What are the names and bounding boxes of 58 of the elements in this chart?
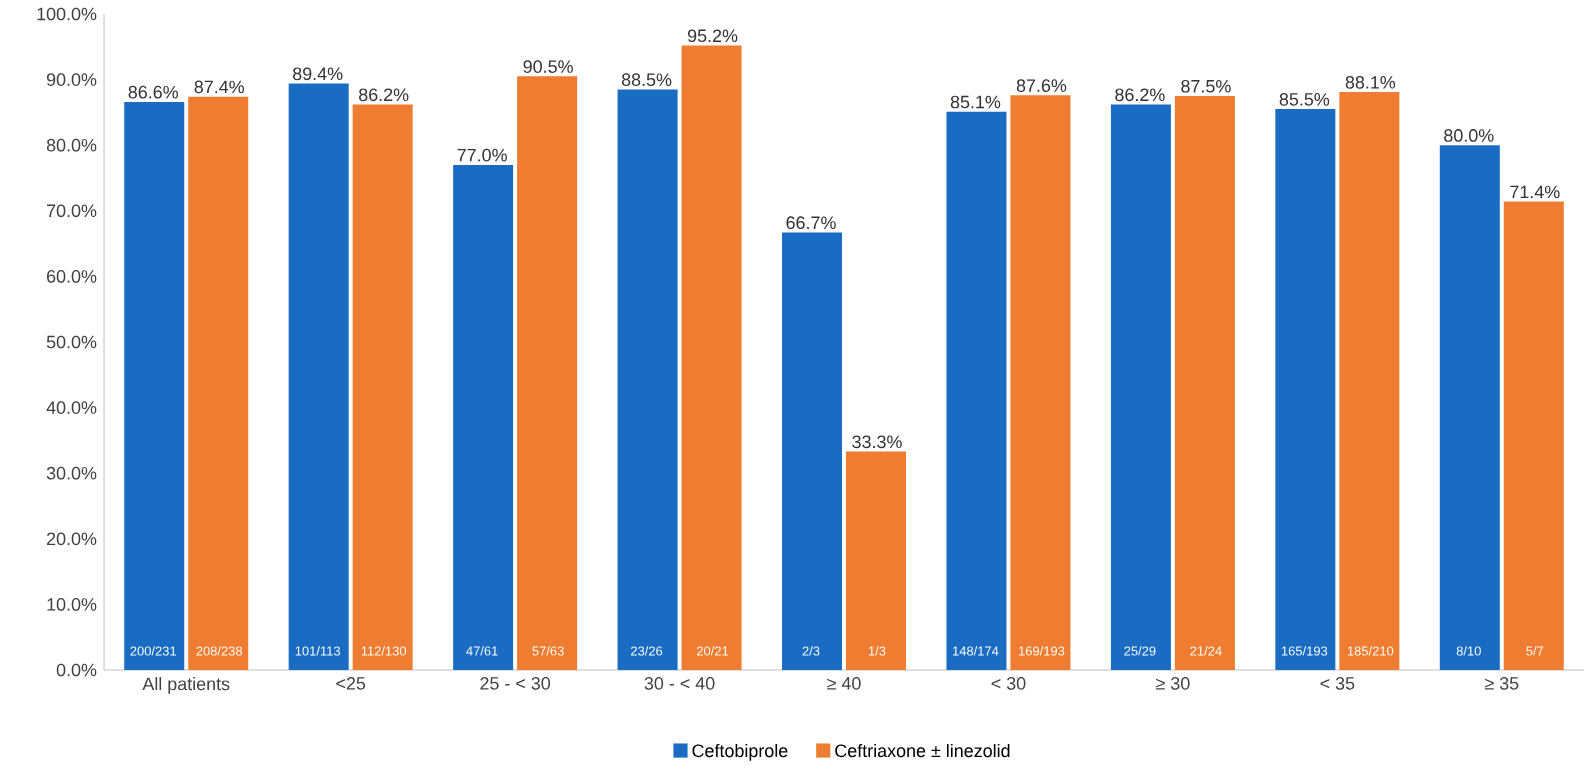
bar [1010, 95, 1071, 670]
x-tick-label: ≥ 40 [827, 677, 861, 690]
data-label: 86.6% [128, 85, 179, 99]
data-label: 95.2% [687, 29, 738, 43]
y-tick-label: 40.0% [46, 401, 97, 414]
data-label: 33.3% [852, 435, 902, 449]
data-label: 88.1% [1345, 75, 1396, 89]
data-label: 80.0% [1444, 129, 1494, 142]
x-tick-label: All patients [142, 677, 230, 694]
data-label: 87.4% [194, 80, 245, 94]
y-tick-label: 20.0% [47, 532, 97, 546]
x-tick-label: 30 - < 40 [644, 677, 715, 690]
data-label: 71.4% [1510, 185, 1560, 199]
y-tick-label: 60.0% [47, 270, 97, 283]
bar [846, 451, 906, 670]
data-label: 87.5% [1181, 79, 1231, 93]
bar [1339, 92, 1400, 670]
bar [453, 164, 514, 670]
y-tick-label: 10.0% [47, 598, 97, 611]
x-tick-label: < 30 [991, 677, 1026, 690]
y-tick-label: 70.0% [47, 204, 97, 218]
x-tick-label: ≥ 30 [1156, 677, 1190, 690]
y-tick-label: 30.0% [46, 466, 97, 480]
y-tick-label: 50.0% [46, 335, 97, 349]
bar [1174, 95, 1235, 670]
data-label: 85.5% [1279, 93, 1330, 106]
bar [782, 232, 843, 670]
data-label: 90.5% [523, 60, 573, 73]
bar [946, 111, 1007, 670]
data-label: 85.1% [950, 95, 1001, 109]
bar [288, 83, 349, 670]
bar [1503, 201, 1564, 670]
y-tick-label: 0.0% [56, 663, 97, 677]
y-tick-label: 90.0% [46, 73, 97, 86]
data-label: 88.5% [621, 73, 672, 87]
x-tick-label: 25 - < 30 [480, 677, 551, 690]
bar [1439, 145, 1500, 670]
data-label: 86.2% [1115, 88, 1165, 102]
data-label: 66.7% [786, 216, 836, 230]
data-label: 77.0% [457, 148, 507, 162]
legend-label: Ceftriaxone ± linezolid [835, 743, 1010, 758]
bar [188, 96, 249, 670]
legend-label: Ceftobiprole [692, 743, 788, 761]
bar [1110, 104, 1171, 670]
bar [352, 104, 413, 670]
data-label: 86.2% [359, 88, 409, 102]
x-tick-label: < 35 [1320, 677, 1355, 690]
bar [617, 89, 678, 670]
y-tick-label: 80.0% [46, 138, 97, 152]
y-tick-label: 100.0% [37, 7, 97, 21]
bar [1275, 109, 1336, 670]
bar [124, 101, 185, 670]
bar [517, 76, 578, 670]
bar [681, 45, 742, 670]
data-label: 89.4% [293, 67, 343, 81]
x-tick-label: ≥ 35 [1484, 677, 1519, 690]
x-tick-label: <25 [336, 677, 366, 690]
data-label: 87.6% [1016, 79, 1067, 92]
